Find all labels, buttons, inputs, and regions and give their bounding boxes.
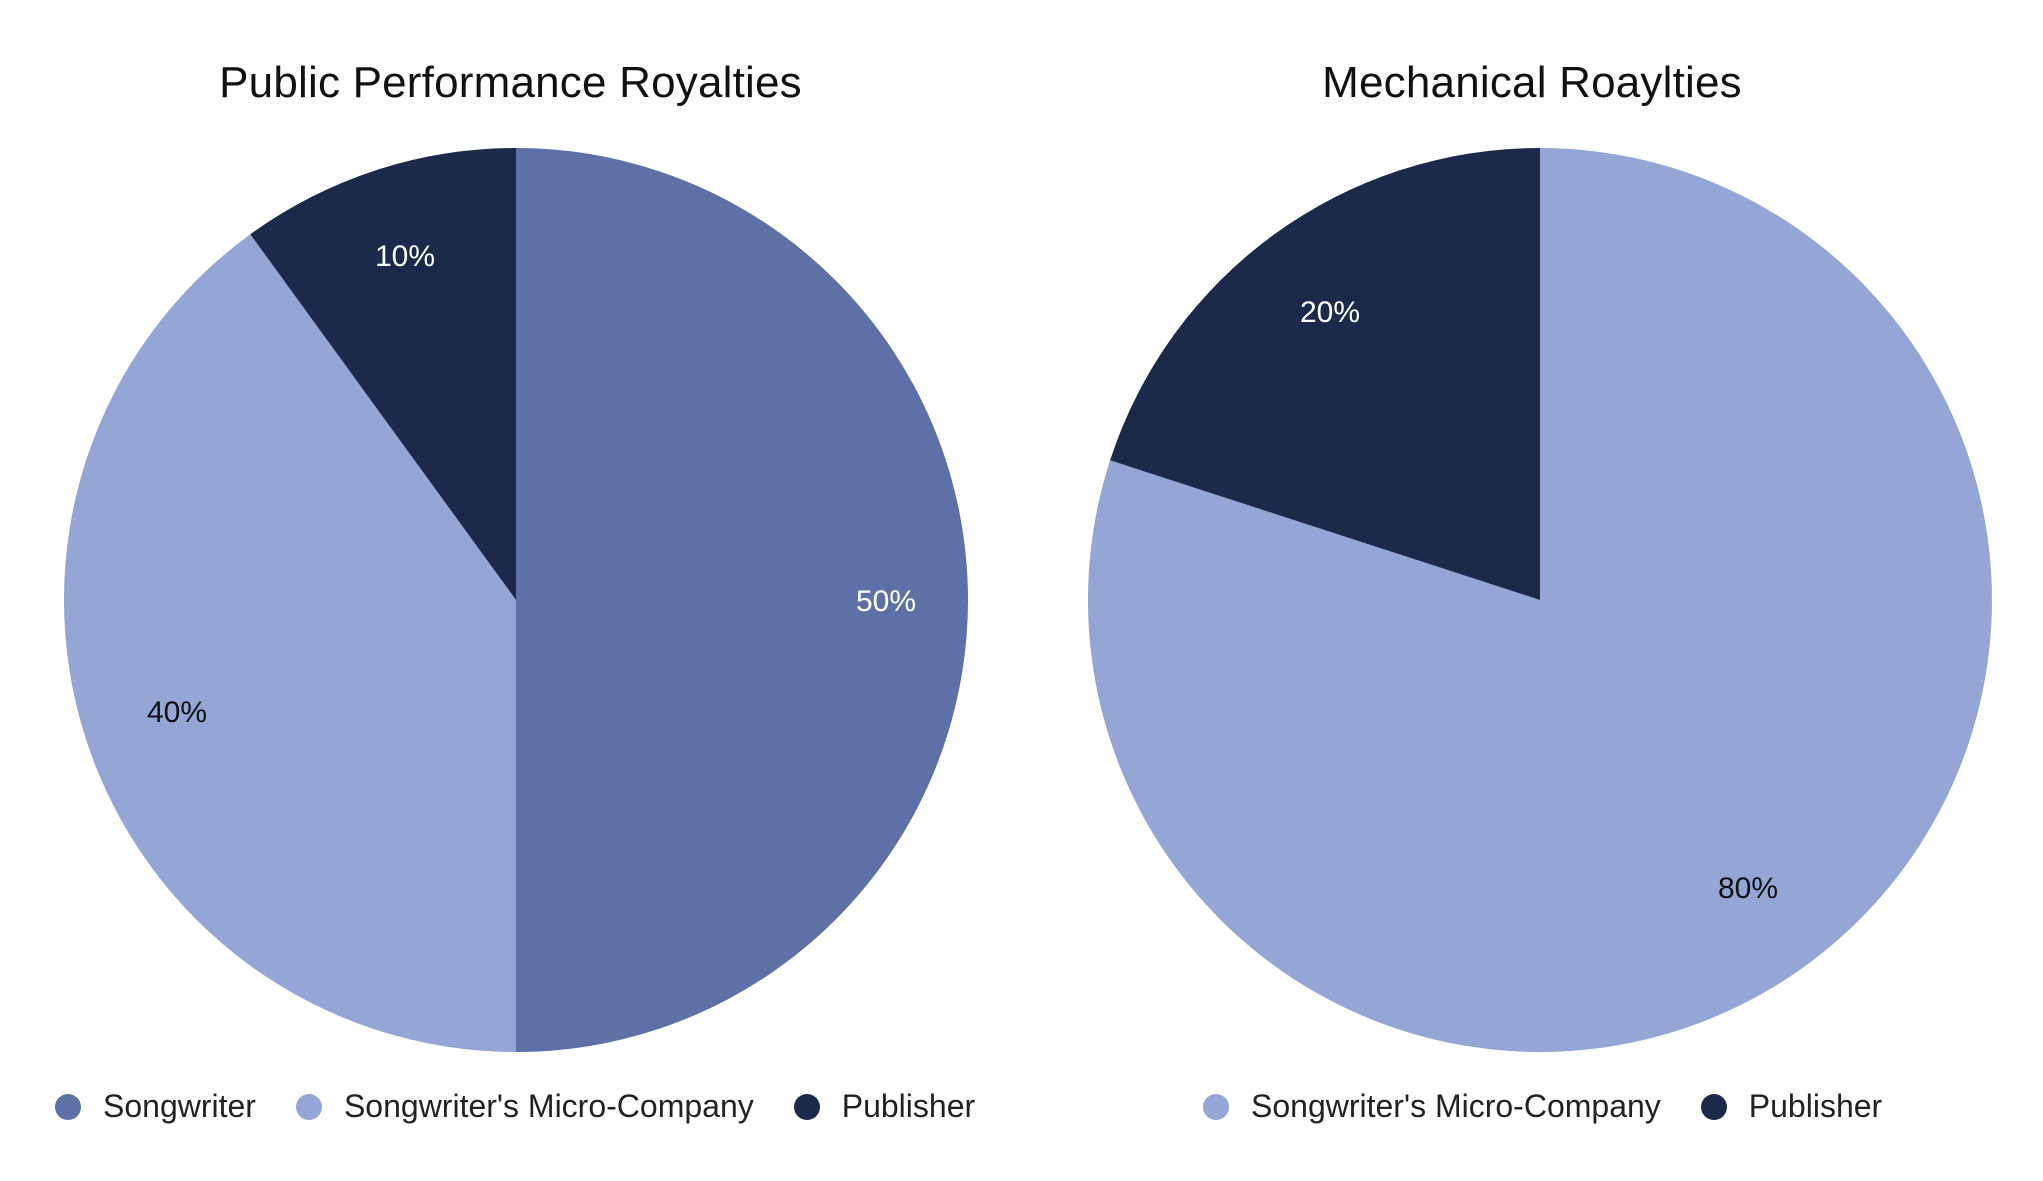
- legend: Songwriter's Micro-Company Publisher: [1203, 1088, 1922, 1125]
- legend-item-micro-company[interactable]: Songwriter's Micro-Company: [1203, 1088, 1661, 1125]
- legend: Songwriter Songwriter's Micro-Company Pu…: [55, 1088, 1015, 1125]
- legend-dot-icon: [793, 1093, 820, 1120]
- slice-label-micro-company: 40%: [147, 696, 207, 729]
- chart-title: Public Performance Royalties: [219, 58, 802, 107]
- legend-label: Publisher: [841, 1088, 976, 1124]
- legend-item-songwriter[interactable]: Songwriter: [55, 1088, 256, 1125]
- pie-chart: 80% 20%: [1087, 148, 1992, 1052]
- legend-label: Publisher: [1748, 1088, 1883, 1124]
- legend-item-publisher[interactable]: Publisher: [793, 1088, 976, 1125]
- pie-slice-publisher[interactable]: [1110, 148, 1540, 600]
- legend-dot-icon: [1203, 1093, 1229, 1120]
- legend-label: Songwriter's Micro-Company: [343, 1088, 754, 1124]
- legend-dot-icon: [295, 1093, 322, 1120]
- pie-slice-publisher[interactable]: [250, 147, 517, 600]
- legend-label: Songwriter's Micro-Company: [1251, 1088, 1661, 1124]
- legend-dot-icon: [1700, 1093, 1727, 1120]
- chart-title: Mechanical Roaylties: [1322, 58, 1742, 107]
- mechanical-royalties-chart: Mechanical Roaylties 80% 20% Songwriter'…: [1021, 0, 2043, 1181]
- pie-slice-micro-company[interactable]: [1087, 148, 1992, 1052]
- pie-slice-micro-company[interactable]: [63, 234, 516, 1053]
- slice-label-micro-company: 80%: [1718, 872, 1778, 905]
- pie-chart: 50% 40% 10%: [63, 147, 968, 1053]
- slice-label-publisher: 20%: [1300, 296, 1360, 329]
- legend-item-micro-company[interactable]: Songwriter's Micro-Company: [295, 1088, 754, 1125]
- legend-item-publisher[interactable]: Publisher: [1700, 1088, 1883, 1125]
- slice-label-publisher: 10%: [375, 240, 435, 273]
- legend-dot-icon: [55, 1093, 81, 1120]
- legend-label: Songwriter: [103, 1088, 256, 1124]
- slice-label-songwriter: 50%: [856, 585, 916, 618]
- public-performance-chart: Public Performance Royalties 50% 40% 10%…: [0, 0, 1021, 1181]
- pie-slice-songwriter[interactable]: [516, 148, 968, 1052]
